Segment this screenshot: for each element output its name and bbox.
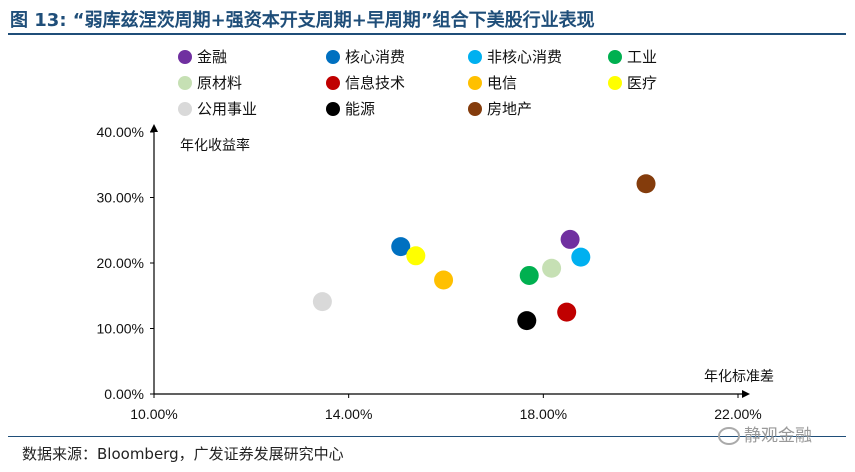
legend-swatch [608, 75, 622, 90]
legend-label: 信息技术 [345, 74, 406, 92]
legend-label: 工业 [627, 48, 658, 66]
legend-swatch [178, 101, 192, 116]
chart-axes [150, 124, 750, 398]
legend-item: 公用事业 [178, 98, 257, 119]
chart-ticks: 0.00% 10.00% 20.00% 30.00% 40.00% 10.00% 14.00… [97, 124, 762, 422]
legend-label: 非核心消费 [487, 48, 563, 66]
chart-title: 图 13: “弱库兹涅茨周期+强资本开支周期+早周期”组合下美股行业表现 [10, 10, 595, 31]
y-axis-label: 年化收益率 [180, 137, 250, 154]
legend-swatch [326, 75, 340, 90]
data-point [560, 229, 580, 249]
data-point [542, 258, 562, 278]
title-rule [8, 33, 846, 35]
legend-item: 金融 [178, 46, 227, 67]
legend-label: 医疗 [627, 74, 658, 92]
watermark: 静观金融 [718, 421, 812, 446]
y-tick-label: 0.00% [104, 386, 144, 402]
y-tick-label: 20.00% [97, 255, 144, 271]
data-point [557, 302, 577, 322]
data-point [636, 174, 656, 194]
data-point [519, 265, 539, 285]
legend-item: 核心消费 [326, 46, 405, 67]
legend-swatch [468, 101, 482, 116]
legend-item: 工业 [608, 46, 657, 67]
x-tick-label: 22.00% [714, 406, 761, 422]
legend-item: 非核心消费 [468, 46, 562, 67]
data-point [517, 311, 537, 331]
legend-item: 原材料 [178, 72, 242, 93]
legend-swatch [608, 49, 622, 64]
data-point [391, 237, 411, 257]
chart-points [312, 174, 656, 331]
legend-label: 房地产 [487, 100, 533, 118]
legend-item: 医疗 [608, 72, 657, 93]
watermark-text: 静观金融 [744, 426, 812, 446]
x-axis-label: 年化标准差 [704, 369, 774, 385]
footer-rule [8, 436, 846, 437]
source-note: 数据来源：Bloomberg，广发证券发展研究中心 [22, 445, 344, 463]
legend-item: 电信 [468, 72, 517, 93]
legend-label: 原材料 [197, 74, 243, 92]
legend-item: 房地产 [468, 98, 532, 119]
legend-label: 核心消费 [345, 48, 406, 66]
legend-item: 信息技术 [326, 72, 405, 93]
legend-label: 公用事业 [197, 100, 258, 118]
legend-item: 能源 [326, 98, 375, 119]
y-tick-label: 30.00% [97, 190, 144, 206]
legend-swatch [468, 49, 482, 64]
x-tick-label: 10.00% [130, 406, 177, 422]
legend-swatch [468, 75, 482, 90]
x-tick-label: 18.00% [520, 406, 567, 422]
legend-swatch [326, 49, 340, 64]
data-point [571, 247, 591, 267]
legend-label: 能源 [345, 100, 376, 118]
x-tick-label: 14.00% [325, 406, 372, 422]
x-axis-arrow [742, 390, 750, 398]
legend-swatch [178, 49, 192, 64]
legend-label: 电信 [487, 74, 518, 92]
legend-swatch [326, 101, 340, 116]
data-point [406, 246, 426, 266]
wechat-icon [718, 427, 740, 445]
data-point [312, 292, 332, 312]
legend-swatch [178, 75, 192, 90]
y-tick-label: 10.00% [97, 321, 144, 337]
y-tick-label: 40.00% [97, 124, 144, 140]
data-point [434, 270, 454, 290]
legend-label: 金融 [197, 48, 228, 66]
y-axis-arrow [150, 124, 158, 132]
